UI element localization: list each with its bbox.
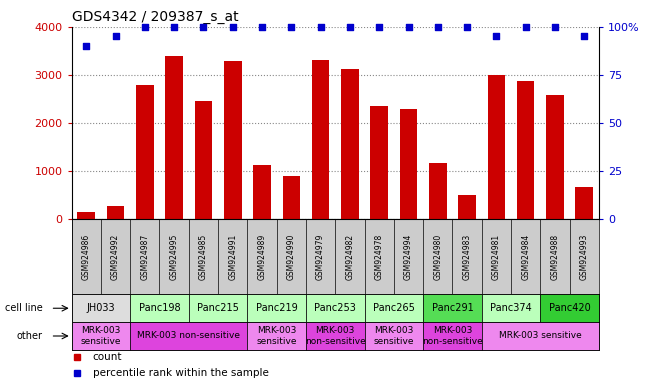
Bar (107, 206, 124, 218)
Point (110, 33, 121, 40)
Point (198, 24, 208, 30)
Text: GSM924980: GSM924980 (434, 233, 442, 280)
FancyBboxPatch shape (130, 322, 247, 350)
FancyBboxPatch shape (540, 295, 599, 322)
FancyBboxPatch shape (130, 295, 189, 322)
Bar (195, 101, 212, 218)
Point (491, 33, 501, 40)
Text: GSM924993: GSM924993 (580, 233, 589, 280)
Point (139, 24, 150, 30)
Text: GSM924985: GSM924985 (199, 233, 208, 280)
Text: JH033: JH033 (87, 303, 115, 313)
Point (432, 24, 443, 30)
Text: GSM924988: GSM924988 (551, 233, 559, 280)
Text: MRK-003 sensitive: MRK-003 sensitive (499, 331, 582, 341)
Text: Panc198: Panc198 (139, 303, 180, 313)
FancyBboxPatch shape (306, 322, 365, 350)
Text: GSM924983: GSM924983 (463, 233, 471, 280)
Bar (312, 60, 329, 218)
FancyBboxPatch shape (365, 322, 423, 350)
Bar (165, 56, 183, 218)
Bar (136, 85, 154, 218)
Point (549, 24, 560, 30)
Text: GSM924992: GSM924992 (111, 233, 120, 280)
Point (521, 24, 531, 30)
Point (228, 24, 238, 30)
FancyBboxPatch shape (247, 322, 306, 350)
Text: GSM924989: GSM924989 (258, 233, 266, 280)
Text: GSM924981: GSM924981 (492, 233, 501, 280)
Text: Panc291: Panc291 (432, 303, 473, 313)
FancyBboxPatch shape (189, 295, 247, 322)
Point (345, 24, 355, 30)
Bar (224, 61, 242, 218)
Point (169, 24, 179, 30)
Text: MRK-003
non-sensitive: MRK-003 non-sensitive (422, 326, 483, 346)
Bar (370, 106, 388, 218)
Text: Panc219: Panc219 (256, 303, 298, 313)
Text: percentile rank within the sample: percentile rank within the sample (92, 367, 269, 377)
Point (315, 24, 326, 30)
Point (286, 24, 297, 30)
Text: MRK-003
sensitive: MRK-003 sensitive (81, 326, 121, 346)
FancyBboxPatch shape (482, 295, 540, 322)
Text: Panc253: Panc253 (314, 303, 356, 313)
FancyBboxPatch shape (72, 322, 130, 350)
Point (256, 24, 268, 30)
Point (462, 24, 473, 30)
Text: MRK-003
non-sensitive: MRK-003 non-sensitive (305, 326, 366, 346)
Text: Panc420: Panc420 (549, 303, 590, 313)
Text: Panc265: Panc265 (373, 303, 415, 313)
Bar (546, 95, 564, 218)
Text: GDS4342 / 209387_s_at: GDS4342 / 209387_s_at (72, 10, 238, 25)
Bar (400, 109, 417, 218)
Point (403, 24, 414, 30)
Bar (253, 166, 271, 218)
FancyBboxPatch shape (72, 295, 130, 322)
FancyBboxPatch shape (423, 295, 482, 322)
Text: GSM924982: GSM924982 (346, 233, 354, 280)
FancyBboxPatch shape (423, 322, 482, 350)
Bar (341, 69, 359, 218)
Point (579, 33, 590, 40)
Text: cell line: cell line (5, 303, 42, 313)
Bar (517, 81, 534, 218)
Text: GSM924979: GSM924979 (316, 233, 325, 280)
Bar (488, 75, 505, 218)
Text: GSM924984: GSM924984 (521, 233, 530, 280)
Text: MRK-003
sensitive: MRK-003 sensitive (256, 326, 297, 346)
Text: MRK-003 non-sensitive: MRK-003 non-sensitive (137, 331, 240, 341)
Text: GSM924994: GSM924994 (404, 233, 413, 280)
Bar (458, 195, 476, 218)
FancyBboxPatch shape (306, 295, 365, 322)
Bar (575, 187, 593, 218)
Point (81, 43, 91, 49)
Bar (429, 163, 447, 218)
FancyBboxPatch shape (247, 295, 306, 322)
FancyBboxPatch shape (365, 295, 423, 322)
Text: GSM924990: GSM924990 (287, 233, 296, 280)
Text: GSM924995: GSM924995 (170, 233, 178, 280)
Text: GSM924987: GSM924987 (141, 233, 149, 280)
FancyBboxPatch shape (482, 322, 599, 350)
Text: Panc215: Panc215 (197, 303, 239, 313)
Text: count: count (92, 353, 122, 362)
Point (374, 24, 384, 30)
Text: other: other (17, 331, 42, 341)
Text: Panc374: Panc374 (490, 303, 532, 313)
Text: GSM924978: GSM924978 (375, 233, 383, 280)
Text: MRK-003
sensitive: MRK-003 sensitive (374, 326, 414, 346)
Text: GSM924991: GSM924991 (229, 233, 237, 280)
Bar (283, 175, 300, 218)
Text: GSM924986: GSM924986 (82, 233, 90, 280)
Bar (77, 212, 95, 218)
